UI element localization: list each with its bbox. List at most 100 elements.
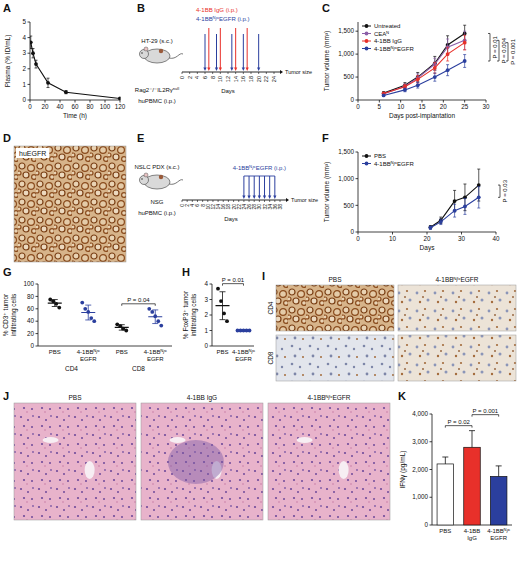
- series-line: [384, 61, 465, 95]
- tick-label: 2: [204, 311, 208, 318]
- tick-label: 1,000: [338, 50, 354, 57]
- error-bar: [65, 91, 68, 94]
- tick-label: PBS: [49, 349, 61, 355]
- label-line: 4-1BBᴺ/ᶜ: [144, 349, 167, 355]
- tick: [243, 200, 244, 202]
- tick-label: 5: [22, 18, 26, 25]
- error-bar: [463, 35, 466, 50]
- error-bar: [469, 431, 475, 448]
- tick-label: 20: [41, 103, 49, 110]
- tick: [218, 200, 219, 202]
- point: [57, 306, 61, 310]
- label-line: infiltrating cells: [190, 293, 198, 336]
- panel-letter: I: [262, 270, 265, 282]
- y-tick: [356, 152, 359, 153]
- tick-label: 4-1BBᴺ/ᶜEGFR: [144, 349, 167, 362]
- y-axis: [358, 22, 359, 100]
- y-tick: [430, 414, 433, 415]
- row-label: CD4: [267, 301, 274, 314]
- dose-arrow: [269, 176, 270, 196]
- legend-label: CEAᴺ: [374, 31, 389, 37]
- point: [453, 199, 457, 203]
- tick-label: 40: [492, 235, 500, 242]
- tick-label: 60: [71, 103, 79, 110]
- label-line: % CD3⁺ tumor: [2, 293, 9, 336]
- dose-label: 4-1BBᴺ/ᶜEGFR (i.p.): [233, 165, 286, 171]
- tick-label: 15: [418, 103, 426, 110]
- point: [156, 319, 160, 323]
- vessel: [170, 437, 186, 443]
- tick-label: 30: [482, 103, 490, 110]
- y-tick: [430, 497, 433, 498]
- arrow-head: [258, 196, 261, 200]
- y-tick: [36, 284, 39, 285]
- error-bar: [477, 169, 480, 201]
- tick: [202, 200, 203, 202]
- dose-arrow: [259, 176, 260, 196]
- dose-label: 4-1BBᴺ/ᶜEGFR (i.p.): [196, 16, 249, 22]
- point: [463, 205, 467, 209]
- tick: [207, 200, 208, 202]
- tick-label: 100: [100, 103, 111, 110]
- y-axis: [358, 152, 359, 232]
- point: [463, 59, 467, 63]
- legend-marker: [365, 39, 369, 43]
- bracket: [472, 415, 499, 417]
- mouse-ear: [144, 173, 148, 177]
- plot-area: [48, 298, 163, 333]
- tick-label: 38: [277, 204, 283, 210]
- legend-label: 4-1BBᴺ/ᶜEGFR: [374, 46, 414, 52]
- mouse-ear: [144, 47, 148, 51]
- row-label: CD8: [267, 351, 274, 364]
- mean-line: [237, 330, 251, 331]
- annotation: P = 0.03: [502, 179, 508, 202]
- tick-label: 1,000: [412, 493, 428, 500]
- y-tick: [356, 178, 359, 179]
- label: Rag2⁻/⁻IL2Rγⁿᵘˡˡ: [135, 87, 179, 93]
- panel-letter: C: [322, 2, 330, 14]
- error-bar: [403, 83, 406, 89]
- tick-label: 20: [423, 235, 431, 242]
- y-tick: [28, 53, 31, 54]
- group-label: CD4: [65, 365, 78, 372]
- label: Tumor size: [285, 69, 312, 75]
- tick-label: 8: [210, 76, 216, 79]
- point: [46, 81, 50, 85]
- bar: [464, 447, 481, 525]
- infiltrate: [168, 440, 224, 484]
- point: [433, 75, 437, 79]
- tick-label: 3: [22, 49, 26, 56]
- point: [124, 329, 128, 333]
- error-bar: [416, 76, 419, 83]
- y-tick: [210, 284, 213, 285]
- point: [216, 287, 220, 291]
- bracket: [445, 426, 472, 428]
- tick: [212, 200, 213, 202]
- column-label: 4-1BBᴺ/ᶜEGFR: [435, 276, 478, 283]
- annotation: P = 0.01: [222, 277, 245, 283]
- error-bar: [463, 184, 466, 211]
- error-bar: [446, 47, 449, 61]
- he-image: [14, 403, 136, 520]
- arrow-head: [230, 68, 233, 72]
- label-line: IgG: [467, 535, 477, 541]
- vessel: [339, 461, 349, 479]
- tick: [269, 200, 270, 202]
- tick: [238, 200, 239, 202]
- tick: [259, 200, 260, 202]
- arrow-head: [242, 68, 245, 72]
- axis-title: Days post-implantation: [389, 112, 455, 120]
- dose-arrow: [264, 176, 265, 196]
- dose-arrow: [243, 176, 244, 196]
- arrow-head: [268, 196, 271, 200]
- arrow-head: [286, 198, 289, 202]
- ihc-image: [14, 146, 126, 262]
- tick-label: 1,500: [338, 27, 354, 34]
- tick-label: 0: [350, 96, 354, 103]
- tick-label: 3,000: [412, 438, 428, 445]
- bracket: [488, 33, 490, 61]
- panel-letter: B: [137, 2, 145, 14]
- point: [92, 319, 96, 323]
- ihc-image: [398, 335, 516, 381]
- y-tick: [36, 321, 39, 322]
